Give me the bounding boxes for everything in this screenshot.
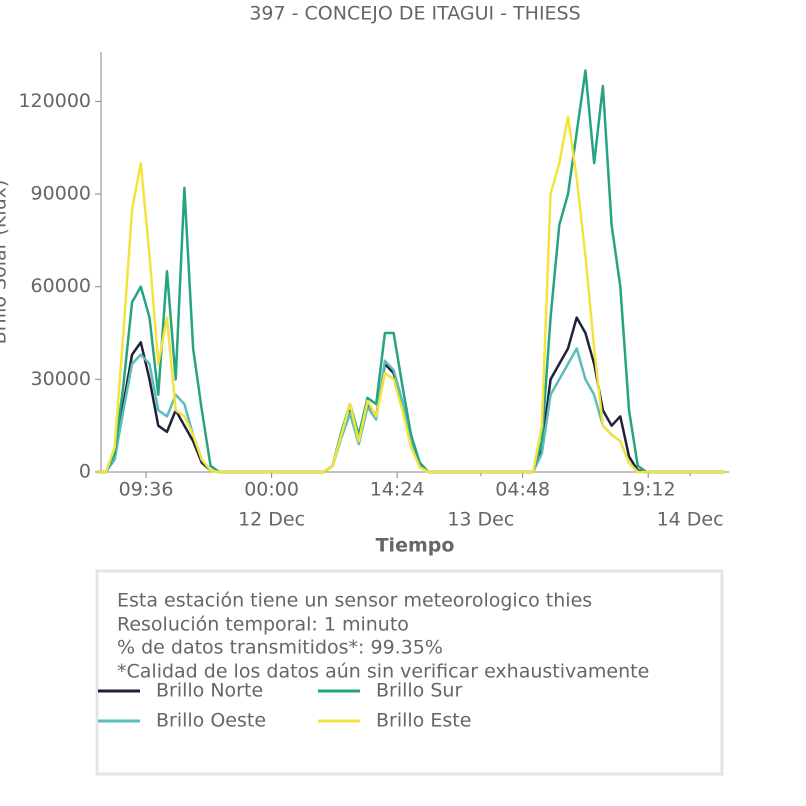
info-text: *Calidad de los datos aún sin verificar … bbox=[117, 661, 649, 683]
legend-label: Brillo Sur bbox=[376, 680, 462, 702]
y-tick-label: 90000 bbox=[31, 183, 91, 205]
y-tick-label: 120000 bbox=[18, 90, 91, 112]
x-tick-label: 04:48 bbox=[495, 479, 550, 501]
info-text: % de datos transmitidos*: 99.35% bbox=[117, 637, 443, 659]
y-tick-label: 60000 bbox=[31, 275, 91, 297]
x-axis-label: Tiempo bbox=[376, 535, 455, 557]
x-tick-label: 14:24 bbox=[370, 479, 425, 501]
y-tick-label: 0 bbox=[79, 461, 91, 483]
legend-label: Brillo Oeste bbox=[156, 710, 266, 732]
info-box bbox=[95, 569, 724, 776]
series-line bbox=[97, 115, 725, 474]
x-secondary-label: 13 Dec bbox=[447, 509, 514, 531]
series-line bbox=[97, 347, 725, 474]
y-axis-label: Brillo Solar (Klux) bbox=[0, 180, 11, 345]
x-tick-label: 00:00 bbox=[244, 479, 299, 501]
x-secondary-label: 12 Dec bbox=[238, 509, 305, 531]
series-line bbox=[97, 69, 725, 474]
y-tick-label: 30000 bbox=[31, 368, 91, 390]
info-text: Esta estación tiene un sensor meteorolog… bbox=[117, 590, 592, 612]
legend-label: Brillo Este bbox=[376, 710, 471, 732]
info-text: Resolución temporal: 1 minuto bbox=[117, 614, 409, 636]
legend-label: Brillo Norte bbox=[156, 680, 263, 702]
x-tick-label: 09:36 bbox=[119, 479, 174, 501]
x-secondary-label: 14 Dec bbox=[657, 509, 724, 531]
chart-title: 397 - CONCEJO DE ITAGUI - THIESS bbox=[249, 3, 580, 25]
x-tick-label: 19:12 bbox=[621, 479, 676, 501]
